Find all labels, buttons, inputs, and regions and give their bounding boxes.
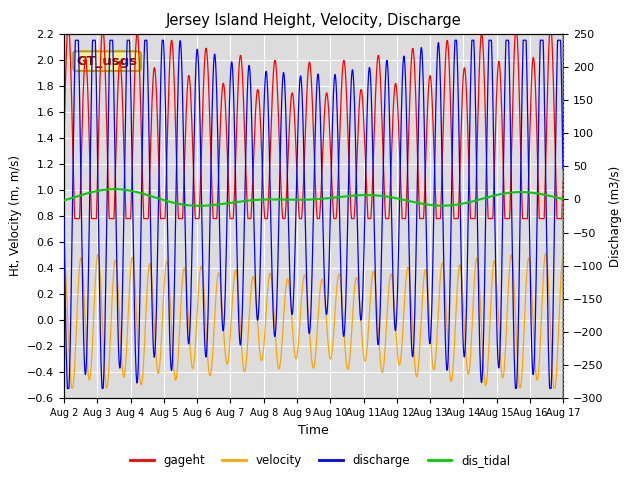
Title: Jersey Island Height, Velocity, Discharge: Jersey Island Height, Velocity, Discharg… — [166, 13, 461, 28]
X-axis label: Time: Time — [298, 424, 329, 437]
Y-axis label: Ht, Velocity (m, m/s): Ht, Velocity (m, m/s) — [8, 156, 22, 276]
Legend: gageht, velocity, discharge, dis_tidal: gageht, velocity, discharge, dis_tidal — [125, 449, 515, 472]
Text: GT_usgs: GT_usgs — [77, 55, 138, 68]
Y-axis label: Discharge (m3/s): Discharge (m3/s) — [609, 166, 622, 266]
